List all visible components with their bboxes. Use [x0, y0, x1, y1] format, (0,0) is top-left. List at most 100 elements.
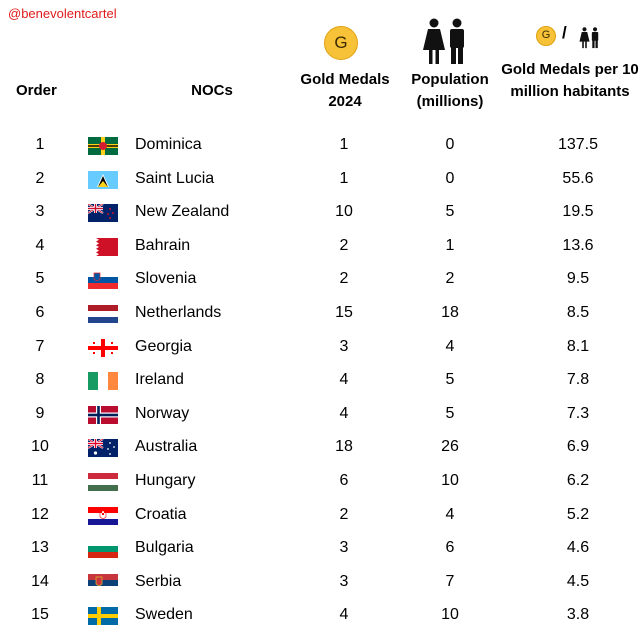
- order-cell: 4: [35, 236, 45, 254]
- gold-medals-cell: 3: [339, 337, 349, 355]
- gold-per-10m-cell: 7.3: [566, 404, 590, 422]
- noc-name-cell: Sweden: [135, 606, 193, 624]
- gold-per-10m-cell: 6.2: [566, 472, 590, 489]
- gold-per-10m-cell: 19.5: [562, 203, 594, 221]
- noc-name-cell: Dominica: [135, 136, 202, 153]
- population-cell: 18: [441, 304, 459, 321]
- header-order: Order: [16, 82, 57, 99]
- noc-name-cell: Norway: [135, 404, 190, 422]
- gold-per-10m-cell: 9.5: [566, 270, 590, 288]
- table-row: 11 Hungary 6 10 6.2: [0, 464, 640, 498]
- gold-per-10m-cell: 13.6: [562, 236, 594, 254]
- table-row: 14 Serbia 3 7 4.5: [0, 565, 640, 599]
- gold-medals-cell: 2: [339, 236, 349, 254]
- gold-per-10m-cell: 5.2: [566, 505, 590, 523]
- gold-per-10m-cell: 8.1: [566, 337, 590, 355]
- population-cell: 0: [445, 136, 455, 153]
- noc-name-cell: Georgia: [135, 337, 192, 355]
- population-cell: 5: [445, 404, 455, 422]
- people-icon: [423, 18, 464, 64]
- population-cell: 6: [445, 539, 455, 557]
- bahrain-flag-icon: [88, 237, 118, 256]
- population-cell: 26: [441, 438, 459, 456]
- norway-flag-icon: [88, 405, 118, 424]
- people-small-icon: [579, 27, 599, 49]
- noc-name-cell: Saint Lucia: [135, 169, 215, 187]
- gold-medals-cell: 1: [339, 169, 349, 187]
- population-cell: 7: [445, 572, 455, 590]
- gold-medals-cell: 3: [339, 572, 349, 590]
- sweden-flag-icon: [88, 607, 118, 626]
- noc-name-cell: Bulgaria: [135, 539, 194, 557]
- order-cell: 5: [35, 270, 45, 288]
- table-row: 6 Netherlands 15 18 8.5: [0, 296, 640, 330]
- noc-name-cell: Croatia: [135, 505, 187, 523]
- georgia-flag-icon: [88, 338, 118, 357]
- gold-per-10m-cell: 4.5: [566, 572, 590, 590]
- gold-medals-cell: 15: [335, 304, 353, 321]
- gold-per-10m-cell: 8.5: [566, 304, 590, 321]
- noc-name-cell: New Zealand: [135, 203, 230, 221]
- population-cell: 2: [445, 270, 455, 288]
- gold-per-10m-cell: 7.8: [566, 371, 590, 389]
- order-cell: 7: [35, 337, 45, 355]
- gold-medals-cell: 2: [339, 270, 349, 288]
- gold-per-10m-cell: 4.6: [566, 539, 590, 557]
- new-zealand-flag-icon: [88, 204, 118, 223]
- noc-name-cell: Bahrain: [135, 236, 191, 254]
- population-cell: 5: [445, 203, 455, 221]
- noc-name-cell: Serbia: [135, 572, 182, 590]
- noc-name-cell: Australia: [135, 438, 198, 456]
- slovenia-flag-icon: [88, 271, 118, 290]
- gold-medal-icon: G: [324, 26, 358, 60]
- population-cell: 10: [441, 606, 459, 624]
- serbia-flag-icon: [88, 573, 118, 592]
- noc-name-cell: Slovenia: [135, 270, 197, 288]
- order-cell: 11: [31, 472, 49, 489]
- order-cell: 1: [35, 136, 45, 153]
- hungary-flag-icon: [88, 473, 118, 491]
- gold-medals-cell: 4: [339, 606, 349, 624]
- dominica-flag-icon: [88, 137, 118, 155]
- noc-name-cell: Ireland: [135, 371, 184, 389]
- header-population: Population (millions): [411, 71, 489, 110]
- table-row: 15 Sweden 4 10 3.8: [0, 598, 640, 632]
- gold-medals-cell: 3: [339, 539, 349, 557]
- watermark-handle: @benevolentcartel: [8, 6, 117, 21]
- order-cell: 12: [31, 505, 49, 523]
- gold-medal-small-icon: G: [536, 26, 556, 46]
- per-slash: /: [562, 23, 567, 42]
- gold-per-10m-cell: 55.6: [562, 169, 594, 187]
- population-cell: 5: [445, 371, 455, 389]
- saint-lucia-flag-icon: [88, 170, 118, 189]
- population-cell: 4: [445, 337, 455, 355]
- ireland-flag-icon: [88, 372, 118, 391]
- gold-medals-cell: 2: [339, 505, 349, 523]
- noc-name-cell: Netherlands: [135, 304, 222, 321]
- order-cell: 6: [35, 304, 45, 321]
- order-cell: 3: [35, 203, 45, 221]
- order-cell: 9: [35, 404, 45, 422]
- order-cell: 14: [31, 572, 49, 590]
- header-gold-per-10m: Gold Medals per 10 million habitants: [501, 61, 639, 100]
- gold-per-10m-cell: 6.9: [566, 438, 590, 456]
- gold-medals-cell: 4: [339, 371, 349, 389]
- gold-per-10m-cell: 137.5: [557, 136, 599, 153]
- header-nocs: NOCs: [191, 82, 233, 99]
- table-row: 2 Saint Lucia 1 0 55.6: [0, 162, 640, 196]
- table-row: 3 New Zealand 10 5 19.5: [0, 195, 640, 229]
- population-cell: 10: [441, 472, 459, 489]
- table-row: 5 Slovenia 2 2 9.5: [0, 262, 640, 296]
- croatia-flag-icon: [88, 506, 118, 525]
- gold-medals-cell: 4: [339, 404, 349, 422]
- population-cell: 4: [445, 505, 455, 523]
- table-row: 13 Bulgaria 3 6 4.6: [0, 531, 640, 565]
- population-cell: 0: [445, 169, 455, 187]
- table-row: 12 Croatia 2 4 5.2: [0, 498, 640, 532]
- bulgaria-flag-icon: [88, 540, 118, 559]
- order-cell: 15: [31, 606, 49, 624]
- netherlands-flag-icon: [88, 305, 118, 323]
- order-cell: 8: [35, 371, 45, 389]
- table-row: 7 Georgia 3 4 8.1: [0, 330, 640, 364]
- table-row: 8 Ireland 4 5 7.8: [0, 363, 640, 397]
